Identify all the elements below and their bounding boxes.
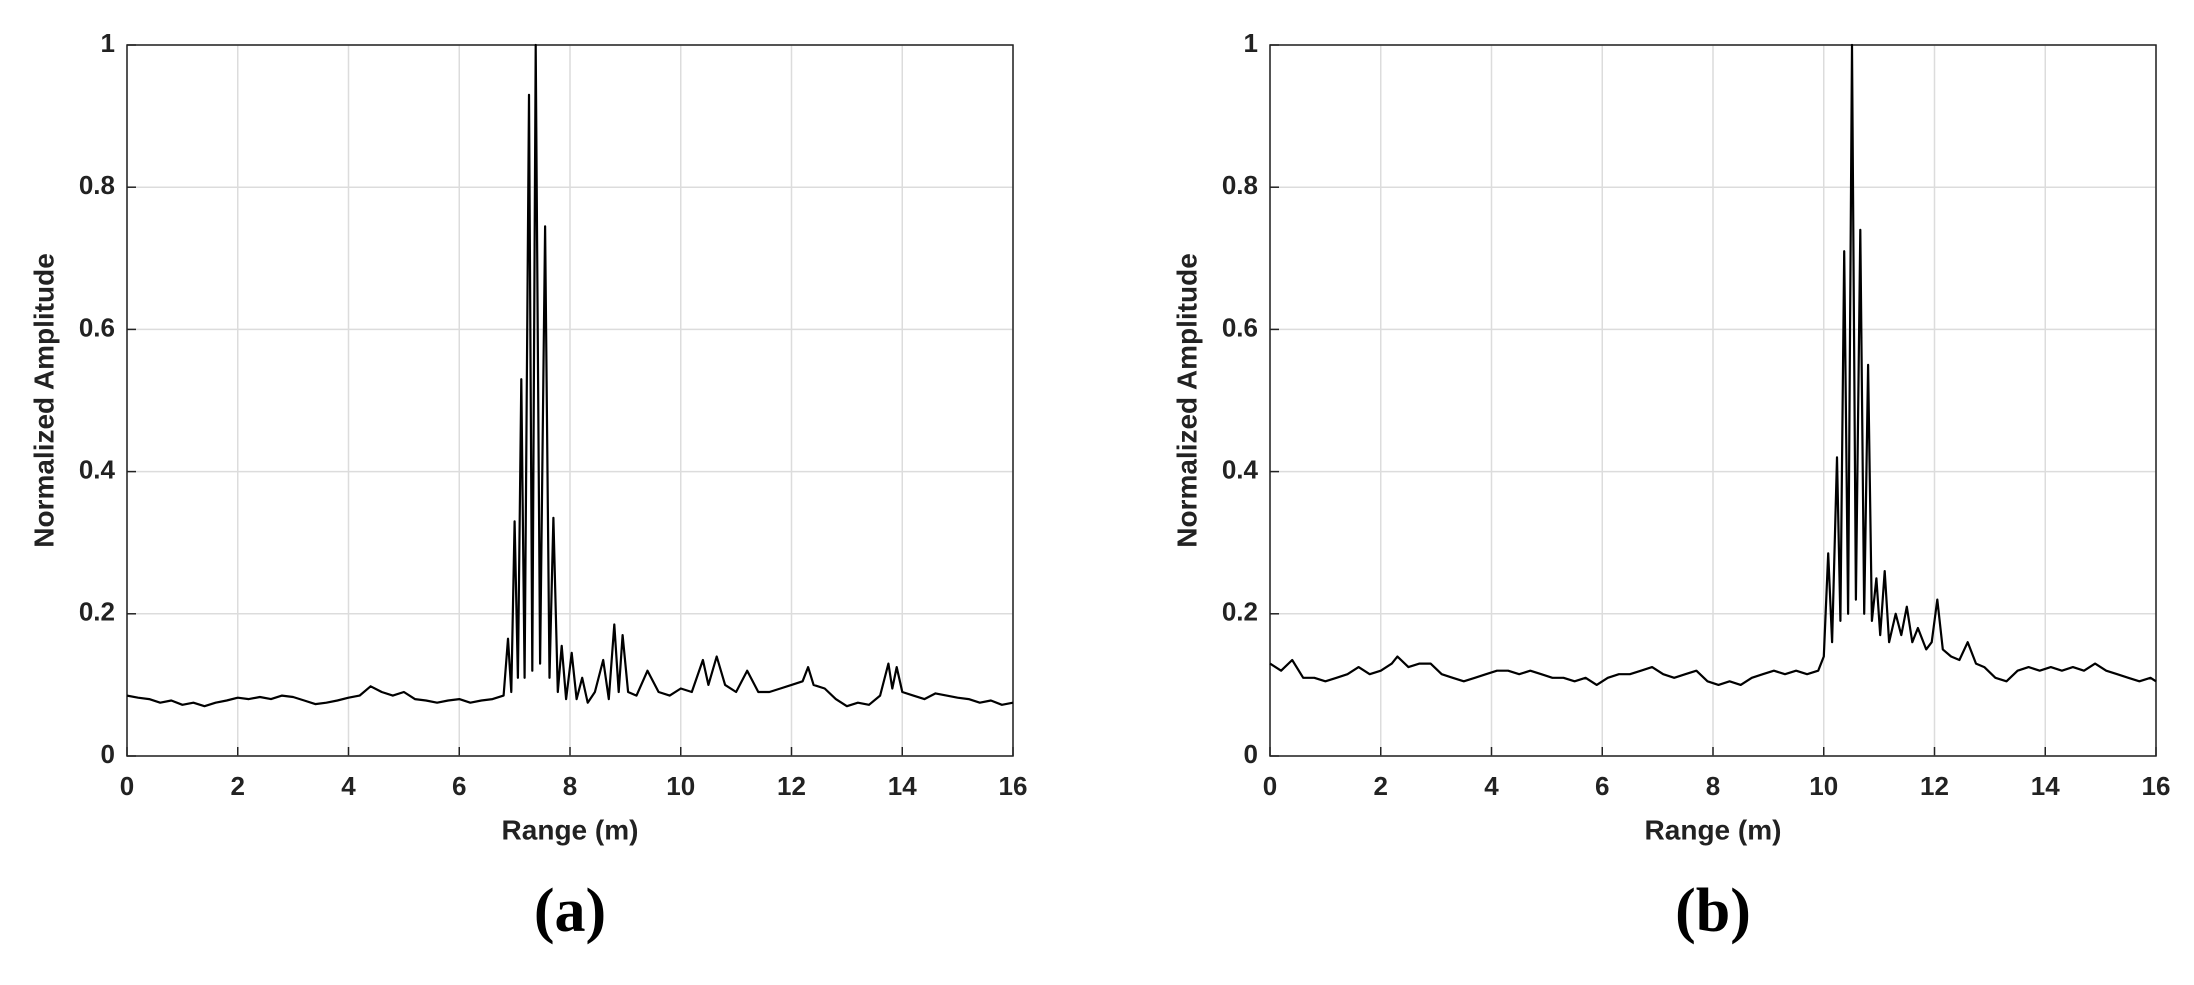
y-tick-label: 0.8 — [79, 170, 115, 200]
x-tick-label: 10 — [1809, 771, 1838, 801]
x-tick-label: 8 — [563, 771, 577, 801]
y-tick-label: 0 — [1244, 739, 1258, 769]
x-tick-label: 12 — [777, 771, 806, 801]
y-tick-label: 0.4 — [1222, 454, 1259, 484]
data-line — [1269, 43, 2157, 686]
y-tick-label: 0.2 — [79, 597, 115, 627]
y-tick-label: 0.6 — [79, 312, 115, 342]
y-axis-label: Normalized Amplitude — [28, 253, 59, 548]
plot-frame — [126, 44, 1014, 757]
y-axis-label: Normalized Amplitude — [1171, 253, 1202, 548]
x-tick-label: 4 — [341, 771, 356, 801]
caption: (b) — [1675, 877, 1751, 945]
y-tick-label: 0.2 — [1222, 597, 1258, 627]
plot-frame — [1269, 44, 2157, 757]
x-axis-label: Range (m) — [502, 814, 639, 845]
y-tick-label: 0.6 — [1222, 312, 1258, 342]
x-tick-label: 6 — [452, 771, 466, 801]
y-tick-label: 0 — [101, 739, 115, 769]
data-line — [126, 43, 1014, 708]
y-tick-label: 0.8 — [1222, 170, 1258, 200]
x-tick-label: 12 — [1920, 771, 1949, 801]
y-tick-label: 1 — [1244, 28, 1258, 58]
caption: (a) — [534, 877, 606, 945]
x-tick-label: 0 — [1263, 771, 1277, 801]
x-tick-label: 14 — [888, 771, 917, 801]
x-tick-label: 14 — [2031, 771, 2060, 801]
x-tick-label: 4 — [1484, 771, 1499, 801]
x-tick-label: 16 — [999, 771, 1028, 801]
x-tick-label: 2 — [1374, 771, 1388, 801]
x-tick-label: 2 — [231, 771, 245, 801]
x-tick-label: 8 — [1706, 771, 1720, 801]
x-tick-label: 0 — [120, 771, 134, 801]
y-tick-label: 1 — [101, 28, 115, 58]
x-axis-label: Range (m) — [1645, 814, 1782, 845]
y-tick-label: 0.4 — [79, 454, 116, 484]
x-tick-label: 6 — [1595, 771, 1609, 801]
x-tick-label: 16 — [2142, 771, 2171, 801]
x-tick-label: 10 — [666, 771, 695, 801]
